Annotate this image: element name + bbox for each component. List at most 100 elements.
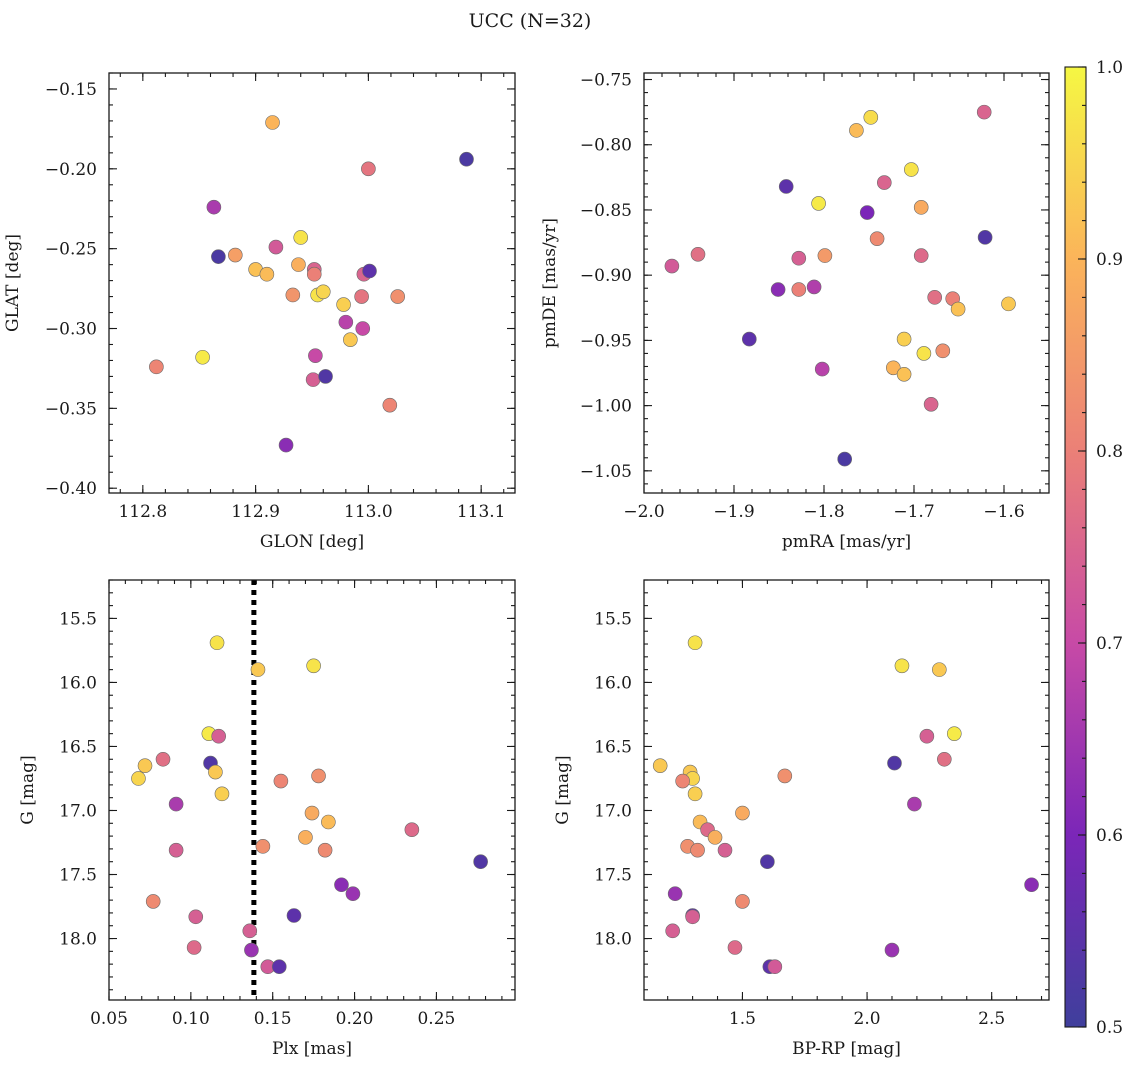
data-point xyxy=(791,250,807,266)
data-point xyxy=(887,755,902,771)
data-point xyxy=(285,287,301,303)
data-point xyxy=(211,249,226,264)
data-point xyxy=(777,768,793,784)
data-point xyxy=(268,239,284,255)
x-tick-label: −1.7 xyxy=(893,502,934,522)
x-tick-label: 0.05 xyxy=(90,1009,128,1029)
data-point xyxy=(896,331,912,347)
data-point xyxy=(242,923,258,939)
data-point xyxy=(345,886,361,902)
data-point xyxy=(919,728,935,744)
data-point xyxy=(770,282,786,297)
y-tick-label: 17.0 xyxy=(594,801,632,821)
data-point xyxy=(935,343,951,359)
data-point xyxy=(1024,877,1039,893)
data-point xyxy=(916,346,932,361)
data-point xyxy=(760,854,775,870)
panel-4: 1.5 2.0 2.5 15.5 16.0 16.5 17.0 17.5 18.0 BP-RP [… xyxy=(553,579,1050,1059)
data-point xyxy=(903,162,919,177)
data-point xyxy=(884,942,900,958)
data-point xyxy=(707,830,723,845)
data-point xyxy=(849,123,864,138)
data-point xyxy=(946,726,962,741)
colorbar-tick-label: 0.8 xyxy=(1096,442,1123,462)
data-point xyxy=(131,771,146,786)
plot-frame xyxy=(643,579,1050,1001)
data-point xyxy=(687,786,703,802)
data-point xyxy=(306,658,321,674)
data-point xyxy=(923,397,939,412)
plot-frame xyxy=(643,72,1050,494)
x-tick-label: 0.20 xyxy=(336,1009,374,1029)
y-tick-label: −0.30 xyxy=(45,320,97,340)
panel-1: 112.8 112.9 113.0 113.1 −0.15 −0.20 −0.25 −0.30… xyxy=(3,72,516,552)
data-point xyxy=(250,662,266,677)
data-point xyxy=(863,110,879,125)
data-point xyxy=(741,331,757,347)
data-point xyxy=(186,940,202,955)
colorbar-tick-label: 1.0 xyxy=(1096,58,1123,78)
y-tick-label: −0.25 xyxy=(45,240,97,260)
colorbar-tick-label: 0.7 xyxy=(1096,634,1123,654)
data-point xyxy=(265,115,280,130)
data-point xyxy=(791,282,807,297)
data-point xyxy=(318,369,333,384)
x-tick-label: 2.5 xyxy=(978,1009,1005,1029)
colorbar-tick-label: 0.9 xyxy=(1096,250,1123,270)
data-point xyxy=(343,332,358,347)
data-point xyxy=(195,349,210,365)
data-point xyxy=(209,635,225,651)
data-point xyxy=(913,248,929,263)
data-point xyxy=(814,361,830,377)
data-point xyxy=(228,247,243,263)
data-point xyxy=(913,200,929,215)
data-point xyxy=(950,301,966,317)
y-tick-label: 16.0 xyxy=(59,673,97,693)
data-point xyxy=(273,773,289,789)
data-point xyxy=(315,284,331,300)
y-tick-label: 17.0 xyxy=(59,801,97,821)
x-tick-label: −2.0 xyxy=(623,502,664,522)
y-tick-label: −0.15 xyxy=(45,80,97,100)
x-tick-label: 1.5 xyxy=(729,1009,756,1029)
plot-frame xyxy=(108,579,516,1001)
data-point xyxy=(937,751,952,767)
x-tick-label: −1.9 xyxy=(713,502,754,522)
y-tick-label: −0.35 xyxy=(45,399,97,419)
data-point xyxy=(188,909,204,925)
data-point xyxy=(859,205,875,220)
data-point xyxy=(817,248,833,263)
data-point xyxy=(362,263,377,279)
data-point xyxy=(317,842,333,858)
y-tick-label: 15.5 xyxy=(59,609,97,629)
x-tick-label: 0.15 xyxy=(254,1009,292,1029)
data-point xyxy=(885,360,901,376)
panel-3: 0.05 0.10 0.15 0.20 0.25 15.5 16.0 16.5 17.0 17.5… xyxy=(18,579,516,1059)
data-point xyxy=(334,877,349,893)
data-point xyxy=(876,175,892,190)
colorbar-gradient xyxy=(1064,66,1087,1028)
y-axis-label: pmDE [mas/yr] xyxy=(540,218,560,348)
y-axis-label: G [mag] xyxy=(553,755,573,824)
data-point xyxy=(459,151,474,167)
data-point xyxy=(869,231,885,246)
colorbar-tick-label: 0.5 xyxy=(1096,1018,1123,1038)
y-tick-label: −0.75 xyxy=(580,71,632,91)
data-point xyxy=(690,842,705,858)
data-point xyxy=(354,289,369,304)
y-tick-label: −0.85 xyxy=(580,201,632,221)
plot-frame xyxy=(108,72,516,494)
colorbar: 0.5 0.6 0.7 0.8 0.9 1.0 xyxy=(1064,58,1123,1038)
y-tick-label: −0.90 xyxy=(580,266,632,286)
data-point xyxy=(811,196,826,211)
y-tick-label: 17.5 xyxy=(594,866,632,886)
x-tick-label: 0.25 xyxy=(417,1009,455,1029)
data-point xyxy=(473,854,488,870)
x-axis-label: Plx [mas] xyxy=(272,1039,352,1059)
data-point xyxy=(321,814,336,830)
x-tick-label: 2.0 xyxy=(854,1009,881,1029)
data-point xyxy=(168,796,184,812)
y-tick-label: −0.40 xyxy=(45,479,97,499)
data-point xyxy=(306,266,322,282)
x-tick-label: −1.6 xyxy=(983,502,1024,522)
